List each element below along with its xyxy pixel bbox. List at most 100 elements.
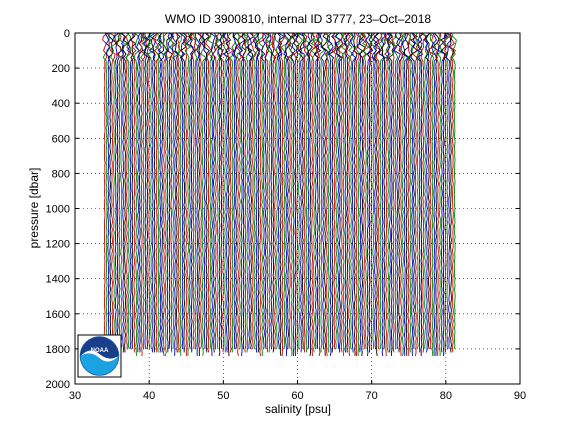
- salinity-profile-line: [319, 32, 327, 349]
- salinity-profile-line: [410, 32, 419, 349]
- salinity-profile-line: [271, 32, 277, 353]
- salinity-profile-line: [251, 32, 259, 349]
- salinity-profile-line: [180, 32, 188, 353]
- salinity-profile-line: [361, 32, 370, 349]
- y-tick-label: 200: [52, 63, 70, 75]
- x-tick-label: 50: [217, 390, 229, 402]
- salinity-profile-line: [235, 32, 242, 357]
- salinity-profile-line: [306, 32, 311, 349]
- salinity-profile-line: [290, 32, 298, 356]
- salinity-profile-line: [310, 32, 318, 353]
- salinity-profile-line: [403, 32, 410, 356]
- salinity-profile-line: [333, 32, 343, 349]
- salinity-profile-line: [174, 32, 181, 353]
- salinity-profile-line: [102, 32, 110, 356]
- salinity-profile-line: [152, 32, 160, 353]
- salinity-profile-line: [388, 32, 395, 356]
- salinity-profiles: [102, 32, 457, 357]
- salinity-profile-line: [198, 32, 205, 349]
- salinity-profile-line: [315, 32, 321, 357]
- salinity-profile-line: [177, 32, 184, 356]
- salinity-profile-line: [211, 32, 220, 349]
- salinity-profile-line: [125, 32, 131, 349]
- salinity-profile-line: [142, 32, 149, 349]
- y-tick-label: 1000: [46, 204, 70, 216]
- salinity-profile-line: [411, 32, 419, 356]
- salinity-profile-line: [221, 32, 228, 353]
- salinity-profile-line: [337, 32, 346, 353]
- salinity-profile-line: [247, 32, 255, 349]
- salinity-profile-line: [373, 32, 381, 356]
- salinity-profile-line: [236, 32, 244, 349]
- salinity-profile-line: [107, 32, 114, 353]
- salinity-profile-line: [124, 32, 132, 350]
- salinity-profile-line: [162, 32, 169, 357]
- salinity-profile-line: [423, 32, 430, 353]
- salinity-profile-line: [435, 32, 442, 356]
- salinity-profile-line: [233, 32, 240, 349]
- salinity-profile-line: [283, 32, 290, 356]
- salinity-profile-line: [222, 32, 231, 353]
- salinity-profile-line: [361, 32, 368, 349]
- salinity-profile-line: [108, 32, 116, 356]
- salinity-profile-line: [189, 32, 197, 349]
- salinity-profile-line: [250, 32, 257, 349]
- salinity-profile-line: [321, 32, 329, 356]
- salinity-profile-line: [375, 32, 383, 349]
- salinity-profile-line: [303, 32, 311, 353]
- salinity-profile-line: [119, 32, 127, 353]
- salinity-profile-line: [336, 32, 344, 353]
- salinity-profile-line: [406, 32, 411, 356]
- salinity-profile-line: [284, 32, 292, 349]
- salinity-profile-line: [273, 32, 281, 349]
- salinity-profile-line: [185, 32, 194, 349]
- salinity-profile-line: [229, 32, 236, 353]
- salinity-profile-line: [217, 32, 223, 357]
- salinity-profile-line: [449, 32, 456, 353]
- salinity-profile-line: [327, 32, 334, 357]
- salinity-profile-line: [104, 32, 111, 349]
- salinity-profile-line: [390, 32, 398, 353]
- salinity-profile-line: [291, 32, 299, 356]
- salinity-profile-line: [252, 32, 261, 353]
- salinity-profile-line: [197, 32, 203, 356]
- salinity-profile-line: [349, 32, 357, 353]
- salinity-profile-line: [110, 32, 117, 353]
- salinity-profile-line: [278, 32, 285, 357]
- salinity-profile-line: [245, 32, 253, 349]
- salinity-profile-line: [131, 32, 137, 353]
- y-axis-ticks: 0 200 400 600 800 1000 1200 1400 1600 1800 2000: [46, 28, 520, 391]
- y-tick-label: 1600: [46, 309, 70, 321]
- salinity-profile-line: [280, 32, 289, 349]
- salinity-profile-line: [220, 32, 227, 353]
- salinity-profile-line: [438, 32, 446, 353]
- salinity-profile-line: [138, 32, 143, 353]
- salinity-profile-line: [440, 32, 447, 356]
- salinity-profile-line: [369, 32, 377, 349]
- salinity-profile-line: [314, 32, 322, 349]
- y-tick-label: 1800: [46, 344, 70, 356]
- salinity-profile-line: [258, 32, 264, 356]
- x-axis-label: salinity [psu]: [265, 402, 331, 416]
- salinity-profile-line: [264, 32, 272, 353]
- salinity-profile-line: [444, 32, 451, 349]
- salinity-profile-line: [309, 32, 316, 356]
- salinity-profile-line: [209, 32, 216, 356]
- y-tick-label: 2000: [46, 379, 70, 391]
- salinity-profile-line: [169, 32, 175, 353]
- y-tick-label: 1200: [46, 239, 70, 251]
- x-axis-ticks: 30 40 50 60 70 80 90: [69, 33, 526, 402]
- salinity-profile-line: [184, 32, 192, 356]
- y-tick-label: 400: [52, 98, 70, 110]
- salinity-profile-line: [424, 32, 432, 349]
- salinity-profile-line: [129, 32, 137, 349]
- salinity-profile-line: [366, 32, 374, 353]
- salinity-profile-line: [176, 32, 182, 353]
- salinity-profile-line: [259, 32, 267, 349]
- salinity-profile-line: [416, 32, 424, 353]
- salinity-profile-line: [154, 32, 163, 353]
- salinity-profile-line: [182, 32, 188, 356]
- salinity-profile-line: [344, 32, 350, 353]
- salinity-profile-line: [333, 32, 340, 349]
- salinity-profile-line: [358, 32, 366, 356]
